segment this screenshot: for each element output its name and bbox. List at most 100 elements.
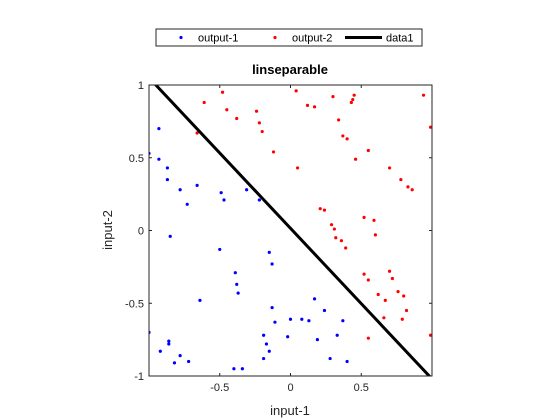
output-1-point bbox=[270, 306, 274, 310]
legend-dot-symbol bbox=[179, 35, 183, 40]
output-1-point bbox=[312, 297, 317, 301]
output-1-point bbox=[264, 342, 269, 346]
output-1-point bbox=[236, 291, 240, 295]
output-2-point bbox=[260, 129, 264, 134]
output-1-point bbox=[172, 361, 177, 365]
output-2-point bbox=[366, 148, 370, 153]
output-2-point bbox=[400, 317, 404, 321]
output-2-point bbox=[295, 166, 300, 170]
output-1-point bbox=[286, 335, 290, 339]
output-2-point bbox=[202, 100, 206, 105]
output-2-point bbox=[312, 105, 317, 109]
output-2-point bbox=[225, 108, 229, 112]
output-2-point bbox=[344, 246, 348, 250]
output-2-point bbox=[376, 292, 380, 297]
output-1-point bbox=[262, 356, 266, 361]
legend: output-1 output-2 data1 bbox=[155, 28, 423, 47]
output-2-point bbox=[428, 125, 432, 129]
output-2-point bbox=[334, 236, 338, 240]
output-1-point bbox=[257, 198, 261, 202]
output-2-point bbox=[410, 188, 414, 192]
legend-box bbox=[155, 28, 423, 47]
output-2-point bbox=[382, 316, 386, 320]
y-tick-label: 1 bbox=[138, 80, 144, 92]
output-1-point bbox=[232, 367, 236, 371]
output-1-point bbox=[165, 177, 169, 182]
output-1-point bbox=[185, 202, 189, 206]
output-2-point bbox=[353, 157, 358, 161]
y-axis-label: input-2 bbox=[100, 210, 115, 250]
legend-entry-label: output-2 bbox=[292, 33, 332, 45]
output-2-point bbox=[399, 177, 403, 182]
output-1-point bbox=[300, 317, 304, 321]
chart-title: linseparable bbox=[252, 62, 328, 77]
output-2-point bbox=[332, 227, 336, 231]
output-2-point bbox=[305, 103, 310, 107]
output-2-point bbox=[428, 333, 432, 337]
output-1-point bbox=[240, 367, 244, 371]
output-1-point bbox=[178, 354, 182, 358]
output-1-point bbox=[167, 339, 171, 343]
output-1-point bbox=[219, 191, 223, 195]
output-2-point bbox=[387, 166, 392, 170]
output-2-point bbox=[362, 272, 366, 276]
output-1-point bbox=[157, 127, 161, 131]
x-tick-label: -0.5 bbox=[210, 382, 229, 394]
y-axis: -1 -0.5 0 0.5 1 bbox=[125, 80, 432, 383]
output-2-point bbox=[294, 89, 298, 93]
output-2-point bbox=[220, 90, 225, 94]
output-1-point bbox=[245, 188, 249, 192]
output-2-point bbox=[366, 336, 370, 340]
output-2-point bbox=[362, 215, 366, 220]
output-1-point bbox=[233, 271, 237, 275]
output-2-point bbox=[352, 93, 356, 97]
output-2-point bbox=[349, 100, 353, 105]
output-2-point bbox=[421, 93, 426, 97]
output-2-point bbox=[383, 298, 387, 302]
y-tick-label: 0.5 bbox=[129, 153, 144, 165]
output-1-point bbox=[341, 319, 345, 323]
output-2-point bbox=[195, 131, 199, 135]
output-1-point bbox=[222, 198, 226, 202]
output-2-point bbox=[396, 290, 400, 294]
output-2-point bbox=[351, 97, 355, 102]
output-2-point bbox=[339, 239, 344, 243]
legend-entry-label: data1 bbox=[386, 33, 414, 45]
output-1-point bbox=[195, 183, 199, 187]
output-1-point bbox=[270, 262, 274, 266]
output-1-point bbox=[235, 282, 239, 286]
output-1-point bbox=[165, 166, 169, 170]
output-1-point bbox=[322, 308, 327, 313]
output-2-point bbox=[341, 134, 345, 138]
output-1-point bbox=[158, 349, 162, 353]
series-output-2 bbox=[195, 89, 432, 340]
output-2-point bbox=[337, 118, 341, 122]
output-2-point bbox=[318, 207, 322, 211]
output-2-point bbox=[329, 223, 334, 227]
output-1-point bbox=[267, 250, 271, 254]
output-2-point bbox=[404, 308, 409, 313]
output-1-point bbox=[187, 359, 191, 364]
x-tick-label: 0 bbox=[287, 382, 293, 394]
series-layer bbox=[149, 85, 432, 376]
legend-entry-label: output-1 bbox=[198, 33, 238, 45]
output-2-point bbox=[271, 150, 276, 154]
x-axis-label: input-1 bbox=[270, 403, 310, 418]
decision-boundary-line bbox=[153, 85, 432, 376]
output-2-point bbox=[387, 269, 392, 273]
output-1-point bbox=[178, 188, 182, 192]
output-2-point bbox=[406, 185, 410, 189]
y-tick-label: 0 bbox=[138, 226, 144, 238]
output-1-point bbox=[345, 359, 349, 364]
output-2-point bbox=[257, 121, 261, 125]
output-1-point bbox=[157, 157, 161, 161]
output-1-point bbox=[167, 342, 171, 346]
output-1-point bbox=[267, 349, 271, 353]
output-1-point bbox=[315, 338, 319, 342]
output-1-point bbox=[273, 320, 277, 324]
output-2-point bbox=[390, 276, 394, 281]
output-2-point bbox=[372, 218, 376, 222]
output-1-point bbox=[288, 317, 293, 321]
output-1-point bbox=[328, 356, 332, 361]
